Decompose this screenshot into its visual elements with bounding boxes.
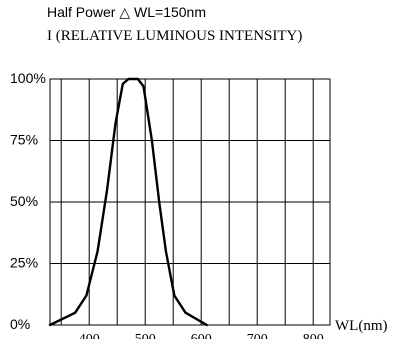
y-tick-label: 75%	[10, 132, 38, 148]
y-tick-label: 25%	[10, 255, 38, 271]
y-tick-label: 0%	[10, 316, 30, 332]
chart-subtitle: Half Power △ WL=150nm	[47, 4, 206, 20]
y-tick-label: 50%	[10, 193, 38, 209]
grid-lines	[49, 78, 331, 326]
x-axis-label: WL(nm)	[335, 318, 387, 334]
y-tick-label: 100%	[10, 70, 46, 86]
chart-title: I (RELATIVE LUMINOUS INTENSITY)	[47, 28, 303, 44]
x-tick-label: 400	[79, 332, 100, 339]
x-tick-label: 600	[191, 332, 212, 339]
x-tick-label: 500	[135, 332, 156, 339]
series-lines	[48, 77, 209, 327]
x-tick-label: 800	[303, 332, 324, 339]
x-tick-label: 700	[247, 332, 268, 339]
series-line	[48, 77, 209, 327]
tick-labels: 0% 25% 50% 75% 100% 400 500 600 700 800	[10, 70, 324, 339]
